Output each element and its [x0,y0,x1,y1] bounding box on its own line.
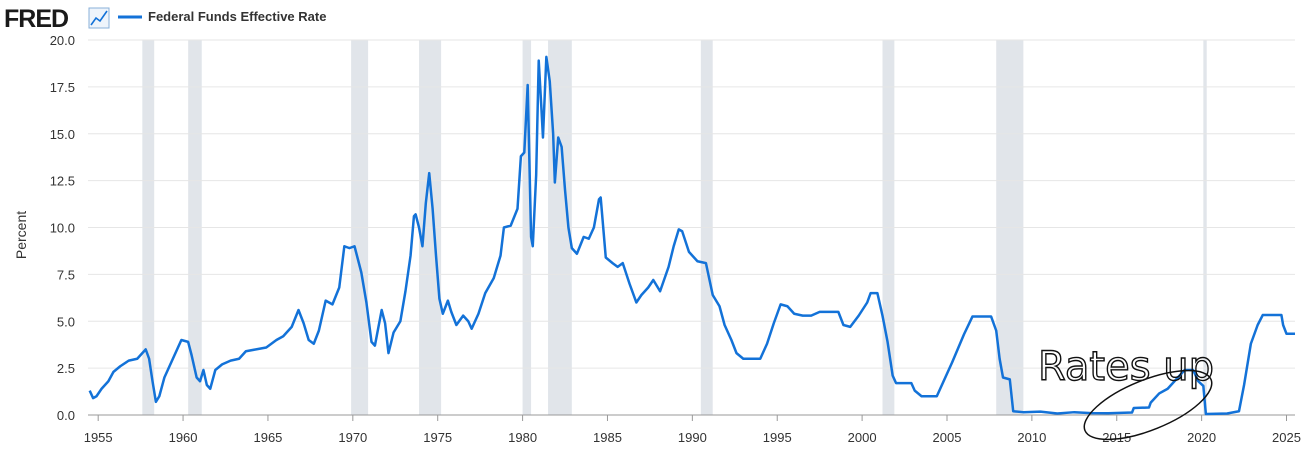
x-tick-label: 1965 [253,430,282,445]
y-tick-label: 12.5 [50,174,75,189]
y-tick-label: 7.5 [57,267,75,282]
plot-area: 0.0 2.5 5.0 7.5 10.0 12.5 15.0 17.5 20.0 1955 1960… [50,33,1301,445]
x-tick-label: 1970 [338,430,367,445]
x-tick-label: 1995 [763,430,792,445]
logo[interactable]: FRED [4,5,69,33]
x-tick-label: 1960 [169,430,198,445]
y-tick-label: 10.0 [50,221,75,236]
x-tick-label: 1985 [593,430,622,445]
x-tick-label: 2020 [1187,430,1216,445]
annotation-circle [1083,369,1213,441]
y-axis-label: Percent [13,211,29,259]
y-tick-label: 20.0 [50,33,75,48]
y-tick-label: 2.5 [57,361,75,376]
x-tick-label: 2015 [1102,430,1131,445]
y-tick-label: 17.5 [50,80,75,95]
logo-icon [88,7,110,29]
legend-label: Federal Funds Effective Rate [148,9,326,24]
annotation: Rates up [1038,344,1214,390]
y-tick-label: 0.0 [57,408,75,423]
y-tick-label: 5.0 [57,314,75,329]
x-tick-label: 2005 [933,430,962,445]
x-tick-label: 2025 [1272,430,1301,445]
x-tick-label: 1975 [423,430,452,445]
data-line [88,55,1295,416]
x-tick-label: 1990 [678,430,707,445]
x-tick-label: 2000 [848,430,877,445]
y-tick-label: 15.0 [50,127,75,142]
x-tick-label: 1955 [84,430,113,445]
x-tick-label: 1980 [508,430,537,445]
x-tick-label: 2010 [1017,430,1046,445]
